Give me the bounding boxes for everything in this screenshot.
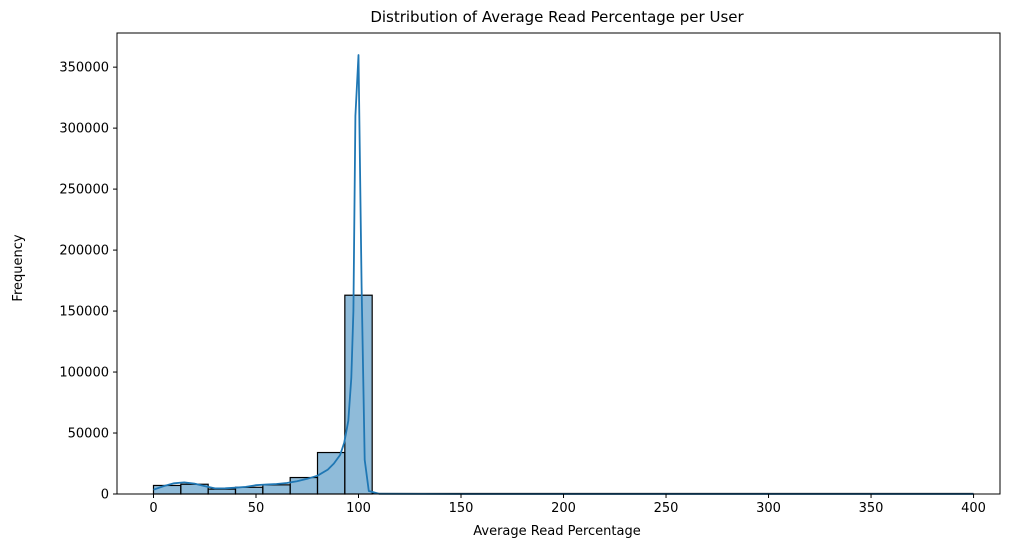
x-tick-label: 300	[756, 501, 781, 516]
x-tick-label: 250	[654, 501, 679, 516]
x-tick-label: 0	[149, 501, 157, 516]
kde-line	[153, 54, 974, 495]
chart-title: Distribution of Average Read Percentage …	[370, 8, 744, 26]
y-axis-label: Frequency	[11, 234, 26, 301]
y-tick-label: 50000	[68, 427, 109, 442]
x-axis-label: Average Read Percentage	[473, 524, 640, 539]
histogram-bar	[344, 294, 373, 495]
histogram-bar	[262, 484, 291, 495]
axes-group: 0 50 100 150 200 250 300 350 400 0 50000 100000 1500…	[59, 32, 1001, 516]
x-tick-label: 50	[248, 501, 265, 516]
x-tick-label: 350	[859, 501, 884, 516]
y-tick-label: 150000	[59, 305, 109, 320]
y-tick-label: 100000	[59, 366, 109, 381]
x-tick-label: 200	[551, 501, 576, 516]
y-tick-label: 200000	[59, 244, 109, 259]
kde-group	[153, 54, 974, 495]
y-tick-label: 250000	[59, 183, 109, 198]
y-tick-label: 300000	[59, 122, 109, 137]
y-tick-label: 0	[101, 488, 109, 503]
histogram-bar	[234, 486, 264, 495]
histogram-bar	[207, 488, 237, 495]
x-tick-label: 150	[449, 501, 474, 516]
bars-group	[152, 294, 974, 495]
x-tick-label: 100	[346, 501, 371, 516]
plot-frame	[116, 32, 1001, 495]
x-tick-label: 400	[961, 501, 986, 516]
y-tick-label: 350000	[59, 61, 109, 76]
histogram-bar	[152, 484, 182, 495]
